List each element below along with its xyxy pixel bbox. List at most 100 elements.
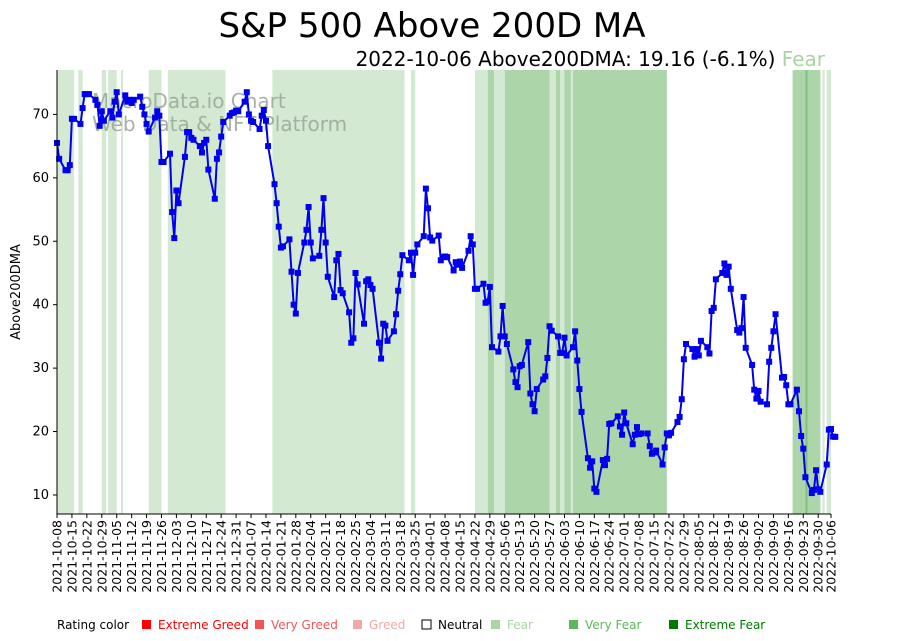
data-point-120 xyxy=(412,249,419,256)
data-point-104 xyxy=(365,276,372,283)
data-point-170 xyxy=(561,334,568,341)
data-point-83 xyxy=(303,226,310,233)
data-point-159 xyxy=(529,401,536,408)
data-point-241 xyxy=(772,311,779,318)
data-point-93 xyxy=(333,257,340,264)
data-point-80 xyxy=(292,310,299,317)
y-tick-label-70: 70 xyxy=(32,107,49,122)
data-point-124 xyxy=(425,205,432,212)
data-point-90 xyxy=(322,239,329,246)
rating-bands xyxy=(57,70,831,514)
subtitle-date: 2022-10-06 xyxy=(355,47,472,71)
data-point-89 xyxy=(320,195,327,202)
rating-band-15 xyxy=(560,70,565,514)
x-tick-label-4: 2021-11-05 xyxy=(109,520,124,593)
data-point-210 xyxy=(680,356,687,363)
data-point-246 xyxy=(787,401,794,408)
subtitle-rating: Fear xyxy=(781,47,825,71)
data-point-55 xyxy=(218,133,225,140)
x-tick-label-48: 2022-09-09 xyxy=(766,520,781,593)
data-point-119 xyxy=(410,271,417,278)
chart-title: S&P 500 Above 200D MA xyxy=(218,6,646,46)
data-point-117 xyxy=(405,257,412,264)
data-point-25 xyxy=(128,99,135,106)
legend-swatch-5 xyxy=(569,620,578,629)
data-point-162 xyxy=(540,376,547,383)
data-point-68 xyxy=(258,112,265,119)
data-point-37 xyxy=(167,150,174,157)
y-tick-label-60: 60 xyxy=(32,171,49,186)
data-point-141 xyxy=(474,285,481,292)
x-tick-label-41: 2022-07-22 xyxy=(661,520,676,593)
subtitle-value: 19.16 xyxy=(638,47,696,71)
data-point-247 xyxy=(793,386,800,393)
data-point-254 xyxy=(813,467,820,474)
x-tick-label-18: 2022-02-11 xyxy=(318,520,333,593)
x-tick-label-29: 2022-04-29 xyxy=(482,520,497,593)
rating-band-11 xyxy=(494,70,505,514)
data-point-48 xyxy=(198,149,205,156)
data-point-257 xyxy=(823,461,830,468)
data-point-261 xyxy=(832,433,839,440)
data-point-146 xyxy=(488,344,495,351)
data-point-180 xyxy=(591,485,598,492)
data-point-173 xyxy=(572,328,579,335)
data-point-209 xyxy=(678,396,685,403)
data-point-95 xyxy=(337,287,344,294)
data-point-211 xyxy=(683,341,690,348)
data-point-74 xyxy=(275,223,282,230)
data-point-62 xyxy=(241,98,248,105)
x-tick-label-27: 2022-04-15 xyxy=(452,520,467,593)
data-point-82 xyxy=(301,239,308,246)
legend-item-0: Extreme Greed xyxy=(158,618,249,632)
data-point-178 xyxy=(587,464,594,471)
x-tick-label-7: 2021-11-26 xyxy=(154,520,169,593)
x-tick-label-21: 2022-03-04 xyxy=(363,520,378,593)
x-tick-label-19: 2022-02-18 xyxy=(333,520,348,593)
data-point-148 xyxy=(497,333,504,340)
data-point-81 xyxy=(294,269,301,276)
x-tick-label-52: 2022-10-06 xyxy=(824,520,839,593)
x-tick-label-22: 2022-03-11 xyxy=(378,520,393,593)
data-point-236 xyxy=(757,398,764,405)
rating-band-3 xyxy=(108,70,117,514)
data-point-203 xyxy=(661,444,668,451)
data-point-177 xyxy=(584,455,591,462)
rating-band-19 xyxy=(792,70,806,514)
subtitle-metric: Above200DMA: xyxy=(478,47,632,71)
x-tick-label-37: 2022-06-24 xyxy=(602,520,617,593)
data-point-167 xyxy=(555,333,562,340)
data-point-22 xyxy=(122,92,129,99)
data-point-259 xyxy=(828,426,834,433)
data-point-49 xyxy=(201,139,208,146)
data-point-110 xyxy=(382,322,389,329)
watermark: MacroData.io Chart Web Data & NFT Platfo… xyxy=(92,89,347,136)
data-point-243 xyxy=(781,373,788,380)
x-tick-label-12: 2021-12-31 xyxy=(229,520,244,593)
data-point-181 xyxy=(593,488,600,495)
data-point-135 xyxy=(456,258,463,265)
data-point-231 xyxy=(742,344,749,351)
data-point-186 xyxy=(608,420,615,427)
data-point-107 xyxy=(375,339,382,346)
data-point-12 xyxy=(92,96,99,103)
x-tick-label-35: 2022-06-10 xyxy=(572,520,587,593)
data-point-244 xyxy=(783,382,790,389)
data-point-14 xyxy=(96,122,103,129)
data-point-215 xyxy=(695,352,702,359)
data-point-142 xyxy=(480,280,487,287)
data-point-217 xyxy=(704,344,711,351)
data-point-84 xyxy=(305,204,312,211)
rating-band-23 xyxy=(826,70,831,514)
data-point-157 xyxy=(525,339,532,346)
legend-title: Rating color xyxy=(57,618,129,632)
data-point-36 xyxy=(160,158,167,165)
legend-item-4: Fear xyxy=(507,618,533,632)
data-point-69 xyxy=(260,106,267,113)
data-point-235 xyxy=(755,387,762,394)
data-point-66 xyxy=(250,119,257,126)
data-point-150 xyxy=(501,333,508,340)
data-point-249 xyxy=(798,432,805,439)
x-tick-label-15: 2022-01-21 xyxy=(273,520,288,593)
